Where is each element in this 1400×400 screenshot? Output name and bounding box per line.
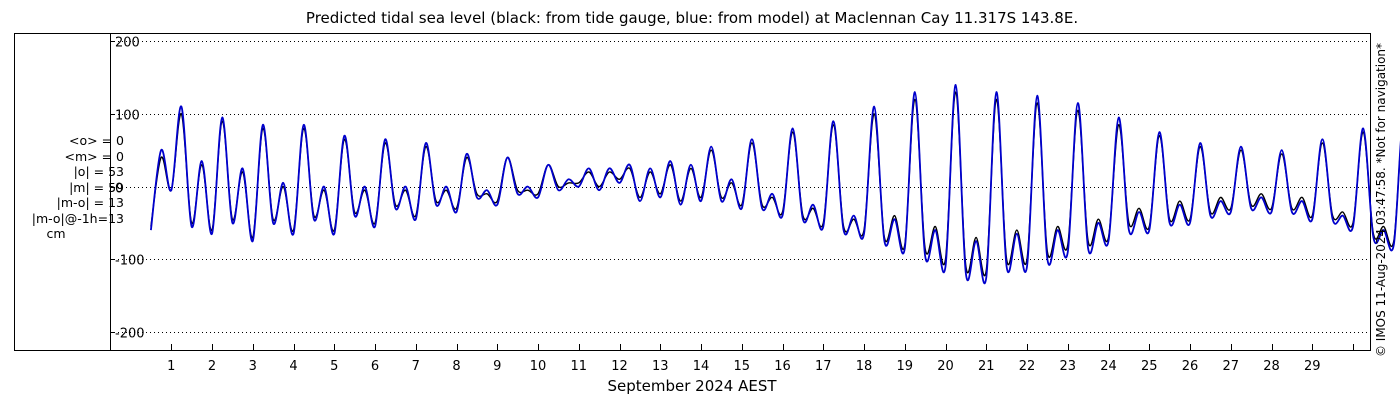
x-tick-label: 17 bbox=[815, 359, 832, 374]
y-tick-label: 200 bbox=[115, 36, 140, 51]
x-tick-label: 26 bbox=[1182, 359, 1199, 374]
x-tick-label: 25 bbox=[1141, 359, 1158, 374]
x-tick-label: 29 bbox=[1304, 359, 1321, 374]
stats-abs-diff: |m-o| = 13 bbox=[56, 195, 124, 210]
x-tick-label: 15 bbox=[733, 359, 750, 374]
credit-text: © IMOS 11-Aug-2024 03:47:58. *Not for na… bbox=[1374, 42, 1388, 358]
x-tick-label: 28 bbox=[1263, 359, 1280, 374]
stats-mean-observed: <o> = 0 bbox=[69, 133, 124, 148]
stats-panel: <o> = 0 <m> = 0 |o| = 53 |m| = 59 |m-o| … bbox=[0, 133, 124, 242]
y-tick-label: -100 bbox=[115, 254, 145, 269]
y-tick-label: 100 bbox=[115, 109, 140, 124]
x-axis: 1 2 3 4 5 6 7 8 9 10 11 12 13 14 15 16 17 18 19 20 21 22 23 24 2… bbox=[167, 344, 1354, 374]
x-tick-label: 21 bbox=[978, 359, 995, 374]
x-tick-label: 22 bbox=[1019, 359, 1036, 374]
x-tick-label: 16 bbox=[774, 359, 791, 374]
x-tick-label: 8 bbox=[452, 359, 460, 374]
series-line-model bbox=[150, 83, 1400, 285]
x-tick-label: 11 bbox=[570, 359, 587, 374]
stats-abs-model: |m| = 59 bbox=[69, 179, 124, 195]
x-tick-label: 23 bbox=[1059, 359, 1076, 374]
series bbox=[150, 83, 1400, 285]
x-tick-label: 2 bbox=[208, 359, 216, 374]
x-tick-label: 5 bbox=[330, 359, 338, 374]
stats-abs-observed: |o| = 53 bbox=[73, 164, 124, 179]
x-tick-label: 27 bbox=[1222, 359, 1239, 374]
x-tick-label: 12 bbox=[611, 359, 628, 374]
x-tick-label: 10 bbox=[530, 359, 547, 374]
x-tick-label: 24 bbox=[1100, 359, 1117, 374]
x-tick-label: 9 bbox=[493, 359, 501, 374]
x-tick-label: 4 bbox=[289, 359, 297, 374]
stats-unit: cm bbox=[46, 226, 66, 241]
series-line-tide-gauge bbox=[150, 91, 1400, 277]
x-tick-label: 20 bbox=[937, 359, 954, 374]
x-tick-label: 14 bbox=[693, 359, 710, 374]
x-tick-label: 1 bbox=[167, 359, 175, 374]
grid bbox=[110, 41, 1370, 333]
stats-abs-diff-lag: |m-o|@-1h=13 bbox=[31, 210, 124, 226]
x-tick-label: 18 bbox=[856, 359, 873, 374]
plot-frame bbox=[14, 33, 1371, 351]
y-tick-label: -200 bbox=[115, 327, 145, 342]
x-tick-label: 3 bbox=[249, 359, 257, 374]
chart-title: Predicted tidal sea level (black: from t… bbox=[305, 9, 1079, 27]
x-axis-label: September 2024 AEST bbox=[607, 377, 777, 395]
x-tick-label: 7 bbox=[412, 359, 420, 374]
x-tick-label: 13 bbox=[652, 359, 669, 374]
x-tick-label: 19 bbox=[896, 359, 913, 374]
y-axis: 200 100 0 -100 -200 bbox=[110, 34, 145, 350]
stats-mean-model: <m> = 0 bbox=[64, 148, 125, 164]
x-tick-label: 6 bbox=[371, 359, 379, 374]
y-tick-label: 0 bbox=[115, 182, 123, 197]
